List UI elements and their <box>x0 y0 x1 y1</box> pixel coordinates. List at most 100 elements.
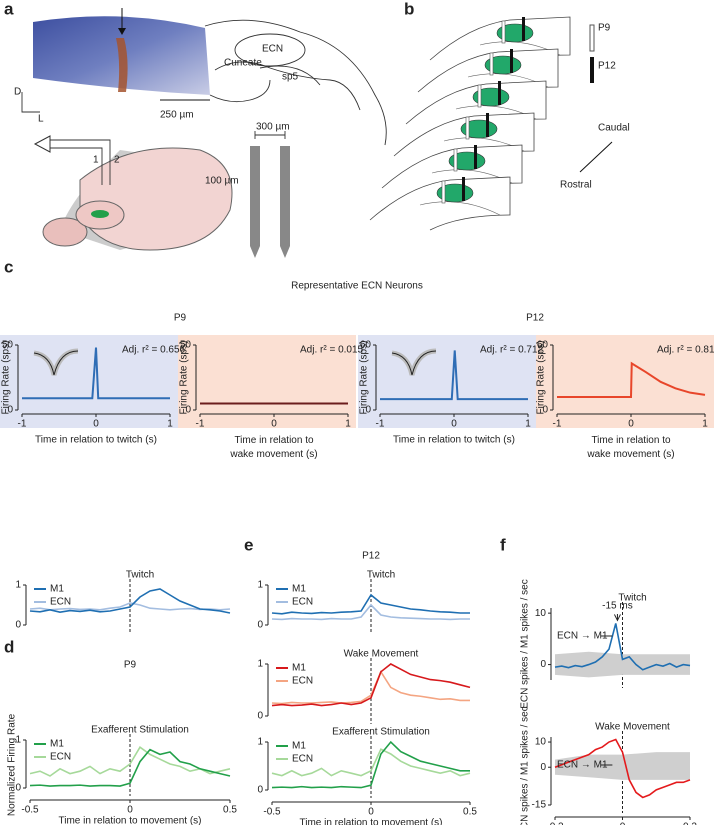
annotation: Adj. r² = 0.015 <box>300 345 364 356</box>
x-axis-label: Time in relation to movement (s) <box>299 818 442 825</box>
null-band <box>555 752 690 780</box>
fit-line <box>557 361 706 398</box>
y-tick-label: 1 <box>15 735 21 746</box>
label: Cuneate <box>224 58 262 69</box>
ecn-mark <box>91 210 109 218</box>
x-tick-label: -0.5 <box>21 805 39 816</box>
brain <box>79 147 233 251</box>
series-line <box>271 740 470 789</box>
x-tick-label: -1 <box>18 419 27 430</box>
x-tick-label: 0.5 <box>463 807 477 818</box>
y-tick-label: 0 <box>257 785 263 796</box>
x-axis-label: Time in relation to twitch (s) <box>393 435 515 446</box>
slices <box>369 16 571 231</box>
x-tick-label: -1 <box>196 419 205 430</box>
label: D <box>14 87 21 98</box>
y-axis-label: Firing Rate (sps) <box>1 341 12 415</box>
series-line <box>554 738 691 799</box>
y-tick-label: 0 <box>540 659 546 670</box>
y-tick-label: 0 <box>15 783 21 794</box>
label: Caudal <box>598 123 630 134</box>
y-tick-label: 0 <box>540 762 546 773</box>
panel-label: e <box>244 535 253 554</box>
legend-p12 <box>590 57 594 83</box>
series-line <box>271 593 470 615</box>
plot-title: Wake Movement <box>344 649 419 660</box>
y-axis-label: ECN spikes / M1 spikes / sec <box>520 706 531 825</box>
legend-label: M1 <box>292 584 306 595</box>
shank <box>250 146 260 246</box>
p9-shank <box>453 148 458 172</box>
x-tick-label: 0 <box>127 805 133 816</box>
series-line <box>271 670 470 705</box>
series-line <box>29 746 231 777</box>
fit-line <box>22 347 170 400</box>
plot-title: Exafferent Stimulation <box>91 725 189 736</box>
y-tick-label: 60 <box>360 340 372 351</box>
arrow-head <box>33 135 51 153</box>
annotation: Adj. r² = 0.811 <box>657 345 714 356</box>
y-tick-label: 0 <box>542 405 548 416</box>
spacing-bar <box>254 131 286 139</box>
y-axis-label: Normalized Firing Rate <box>7 713 18 816</box>
plot-title: Exafferent Stimulation <box>332 727 430 738</box>
shank-tip <box>250 246 290 258</box>
label: 300 µm <box>256 122 290 133</box>
y-tick-label: 1 <box>257 580 263 591</box>
annotation: ECN → M1 <box>557 631 608 642</box>
y-axis-label: Firing Rate (sps) <box>179 341 190 415</box>
y-tick-label: 1 <box>15 580 21 591</box>
group-title: P9 <box>174 313 187 324</box>
p12-shank <box>522 17 525 41</box>
x-tick-label: 0 <box>620 822 626 825</box>
plot-title: Twitch <box>126 570 154 581</box>
plot-title: Twitch <box>367 570 395 581</box>
p12-shank <box>486 113 489 137</box>
legend-label: ECN <box>50 752 71 763</box>
plot-title: Wake Movement <box>595 722 670 733</box>
label: L <box>38 114 44 125</box>
waveform <box>391 350 437 376</box>
p9-shank <box>477 84 482 108</box>
ecn-outline <box>234 33 306 67</box>
label: P9 <box>598 23 611 34</box>
annotation: Adj. r² = 0.712 <box>480 345 544 356</box>
y-tick-label: 60 <box>537 340 549 351</box>
x-axis-label: Time in relation to twitch (s) <box>35 435 157 446</box>
legend-label: M1 <box>50 739 64 750</box>
legend-label: ECN <box>50 597 71 608</box>
spinal <box>42 217 88 247</box>
panel-label: f <box>500 535 506 554</box>
x-tick-label: 0 <box>93 419 99 430</box>
orientation <box>21 92 40 113</box>
label: Rostral <box>560 180 592 191</box>
y-axis-label: ECN spikes / M1 spikes / sec <box>520 579 531 708</box>
panel-bg <box>536 335 714 428</box>
p9-shank <box>489 52 494 76</box>
annotation: ECN → M1 <box>557 760 608 771</box>
p9-shank <box>465 116 470 140</box>
label: 100 µm <box>205 176 239 187</box>
y-tick-label: 0 <box>7 405 13 416</box>
outline <box>209 79 271 103</box>
y-tick-label: 0 <box>185 405 191 416</box>
y-axis-label: Firing Rate (sps) <box>536 341 547 415</box>
x-tick-label: -1 <box>376 419 385 430</box>
annotation: -15 ms <box>602 601 633 612</box>
y-axis-label: Firing Rate (sps) <box>359 341 370 415</box>
y-tick-label: 0 <box>15 620 21 631</box>
series-line <box>271 603 470 621</box>
outline <box>214 61 361 111</box>
waveform <box>33 350 79 376</box>
legend-label: M1 <box>50 584 64 595</box>
fit-line <box>380 350 528 401</box>
x-tick-label: 1 <box>525 419 531 430</box>
x-tick-label: 0 <box>628 419 634 430</box>
series-line <box>29 748 231 787</box>
series-line <box>554 623 691 671</box>
outline <box>259 65 321 86</box>
axis-arrow <box>579 141 613 173</box>
x-tick-label: 0 <box>271 419 277 430</box>
series-line <box>271 748 471 777</box>
panel-label: b <box>404 0 414 18</box>
